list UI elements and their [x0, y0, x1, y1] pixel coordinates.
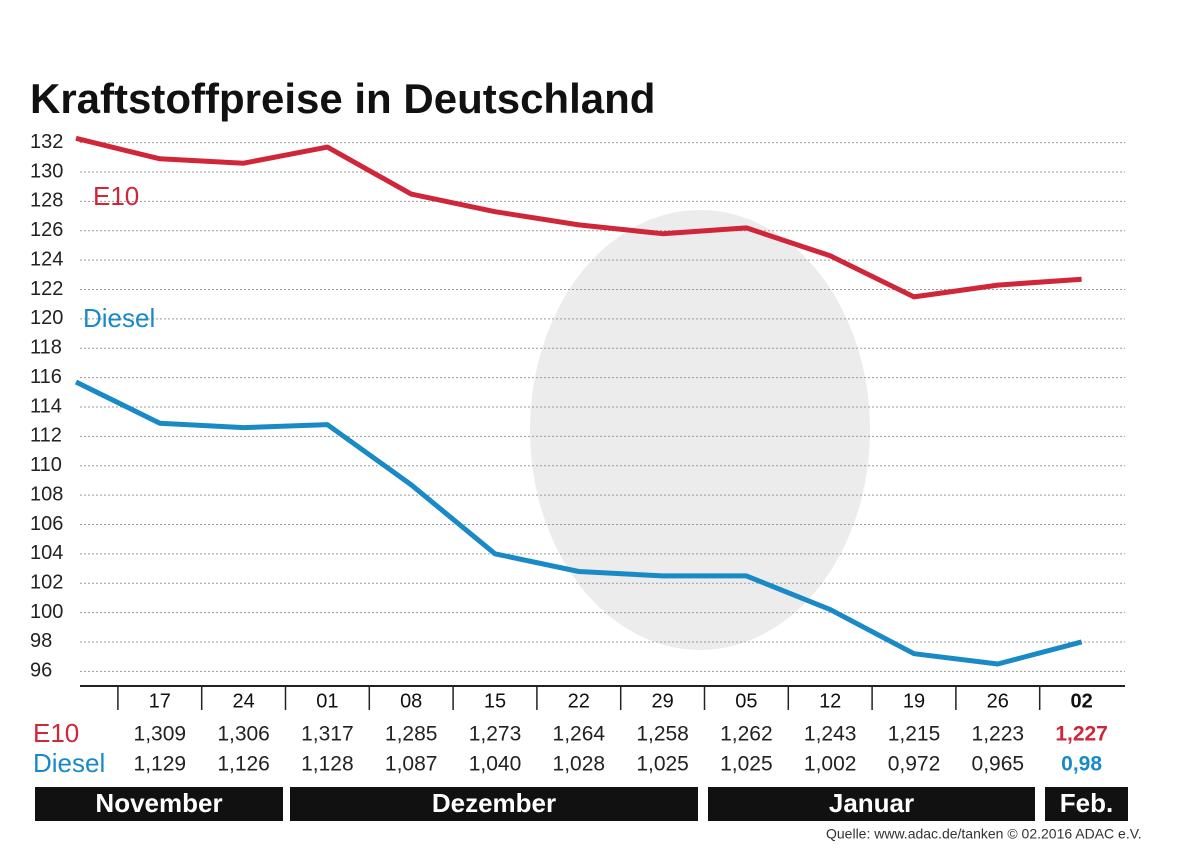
y-tick-label: 116: [30, 366, 62, 388]
y-tick-label: 98: [30, 630, 52, 652]
value-label: 1,317: [301, 723, 354, 746]
value-label: 1,128: [301, 753, 354, 776]
x-tick-label: 17: [149, 690, 171, 712]
y-tick-label: 112: [30, 425, 62, 447]
value-label: 0,972: [888, 753, 941, 776]
x-tick-label: 19: [903, 690, 925, 712]
x-tick-label: 01: [316, 690, 338, 712]
value-label: 1,126: [217, 753, 270, 776]
series-line: [75, 135, 1082, 300]
value-label: 1,264: [553, 723, 606, 746]
row-label: Diesel: [33, 748, 105, 778]
chart-title: Kraftstoffpreise in Deutschland: [30, 75, 655, 122]
series-label: Diesel: [83, 303, 155, 333]
month-label: Dezember: [432, 788, 556, 818]
y-tick-label: 110: [30, 454, 62, 476]
x-tick-label: 02: [1070, 690, 1092, 712]
value-label: 0,965: [972, 753, 1025, 776]
value-label: 1,025: [720, 753, 773, 776]
y-tick-label: 96: [30, 660, 52, 682]
series-label: E10: [93, 181, 139, 211]
value-label: 1,306: [217, 723, 270, 746]
y-tick-label: 106: [30, 513, 63, 535]
month-label: November: [95, 788, 222, 818]
x-tick-label: 15: [484, 690, 506, 712]
value-label: 1,215: [888, 723, 941, 746]
y-tick-label: 102: [30, 571, 63, 593]
month-bar: [708, 787, 1035, 821]
y-tick-label: 114: [30, 395, 62, 417]
value-label: 1,025: [636, 753, 689, 776]
row-label: E10: [33, 718, 79, 748]
value-label: 1,285: [385, 723, 438, 746]
x-tick-label: 29: [651, 690, 673, 712]
y-tick-label: 130: [30, 160, 63, 182]
y-tick-label: 108: [30, 483, 63, 505]
value-label: 1,258: [636, 723, 689, 746]
y-tick-label: 132: [30, 131, 63, 153]
value-label: 1,243: [804, 723, 857, 746]
value-label: 1,129: [134, 753, 187, 776]
value-label: 1,309: [134, 723, 187, 746]
value-label: 1,273: [469, 723, 522, 746]
x-tick-label: 26: [987, 690, 1009, 712]
value-label: 1,028: [553, 753, 606, 776]
x-tick-label: 24: [232, 690, 254, 712]
value-label: 1,087: [385, 753, 438, 776]
value-label: 0,98: [1061, 753, 1102, 776]
y-tick-label: 100: [30, 601, 63, 623]
value-label: 1,262: [720, 723, 773, 746]
y-tick-label: 124: [30, 248, 63, 270]
y-tick-label: 126: [30, 219, 63, 241]
month-label: Feb.: [1060, 788, 1113, 818]
x-tick-label: 12: [819, 690, 841, 712]
y-tick-label: 118: [30, 337, 62, 359]
y-tick-label: 120: [30, 307, 63, 329]
month-bar: [1045, 787, 1128, 821]
month-bar: [35, 787, 283, 821]
source: Quelle: www.adac.de/tanken © 02.2016 ADA…: [826, 826, 1142, 842]
value-label: 1,227: [1055, 723, 1108, 746]
map-backdrop: [530, 210, 870, 650]
x-tick-label: 08: [400, 690, 422, 712]
value-label: 1,223: [972, 723, 1025, 746]
y-tick-label: 104: [30, 542, 63, 564]
x-tick-label: 22: [568, 690, 590, 712]
value-label: 1,040: [469, 753, 522, 776]
series-line: [74, 379, 1083, 667]
y-tick-label: 128: [30, 190, 63, 212]
month-label: Januar: [829, 788, 914, 818]
x-tick-label: 05: [735, 690, 757, 712]
value-label: 1,002: [804, 753, 857, 776]
y-tick-label: 122: [30, 278, 63, 300]
month-bar: [290, 787, 698, 821]
